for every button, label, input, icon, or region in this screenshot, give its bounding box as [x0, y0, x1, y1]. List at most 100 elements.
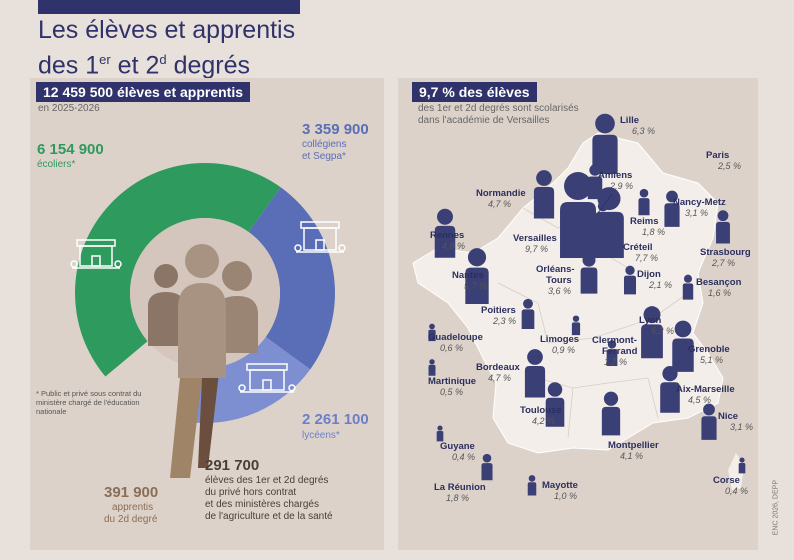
person-icon — [701, 403, 717, 440]
label-apprentis-1: apprentis — [112, 502, 154, 513]
academy-name: Reims — [630, 216, 659, 227]
academy-pct: 3,1 % — [685, 208, 708, 218]
footnote: * Public et privé sous contrat du minist… — [36, 389, 142, 416]
academy-name: Limoges — [540, 334, 579, 345]
top-accent-bar — [38, 0, 300, 14]
academy-pct: 2,1 % — [648, 280, 672, 290]
academy-name: Guadeloupe — [428, 332, 483, 343]
academy-name: Orléans- — [536, 264, 575, 275]
academy-pct: 2,3 % — [492, 316, 516, 326]
academy-pct: 0,5 % — [440, 387, 463, 397]
academy-name: Lille — [620, 115, 639, 126]
label-college-value: 3 359 900 — [302, 121, 369, 138]
person-icon — [664, 190, 680, 227]
title-line-2c: degrés — [166, 51, 251, 80]
academy-pct: 4,5 % — [688, 395, 711, 405]
academy-name: Amiens — [598, 170, 632, 181]
title-line-2b: et 2 — [110, 51, 160, 80]
person-icon — [660, 365, 680, 413]
donut-slice-colleges — [248, 187, 335, 370]
person-icon — [672, 320, 694, 372]
academy-name: Grenoble — [688, 344, 730, 355]
credit: ENC 2026, DEPP — [772, 480, 779, 536]
corsica-outline — [728, 453, 744, 490]
person-icon — [623, 265, 637, 295]
person-icon — [560, 172, 596, 258]
label-college-1: collégiens — [302, 139, 347, 150]
academy-name: Clermont- — [592, 335, 637, 346]
title-sup-2: d — [159, 52, 167, 67]
academy-name-2: Ferrand — [602, 346, 638, 357]
academy-pct: 0,4 % — [452, 452, 475, 462]
person-icon — [527, 475, 537, 496]
academy-name: Strasbourg — [700, 247, 751, 258]
academy-name: Créteil — [623, 242, 653, 253]
academy-name: Martinique — [428, 376, 476, 387]
left-header: 12 459 500 élèves et apprentis — [36, 82, 251, 102]
academy-name: Bordeaux — [476, 362, 521, 373]
label-horscontrat-2: du privé hors contrat — [205, 487, 297, 498]
academy-pct: 4,8 % — [442, 241, 465, 251]
academy-pct: 5,7 % — [464, 281, 487, 291]
academy-name: La Réunion — [434, 482, 486, 493]
label-apprentis-value: 391 900 — [104, 484, 159, 501]
academy-pct: 3,1 % — [730, 422, 753, 432]
school-icon-lycee — [238, 363, 296, 393]
person-icon — [580, 253, 598, 294]
academy-pct: 0,9 % — [552, 345, 575, 355]
right-sub-2: dans l'académie de Versailles — [418, 115, 550, 126]
donut-chart — [70, 163, 346, 478]
person-icon — [545, 382, 565, 427]
person-icon — [606, 340, 618, 366]
person-icon — [682, 274, 694, 300]
school-icon-primary — [70, 239, 122, 269]
person-icon — [592, 113, 618, 175]
people-icon — [148, 244, 258, 378]
academy-pct: 5,2 % — [651, 326, 674, 336]
academy-name: Toulouse — [520, 405, 562, 416]
academy-name: Nantes — [452, 270, 484, 281]
academy-pct: 4,2 % — [532, 416, 555, 426]
person-icon — [434, 208, 456, 258]
title-sup-1: er — [99, 52, 111, 67]
label-lycee-value: 2 261 100 — [302, 411, 369, 428]
academy-pct: 4,7 % — [488, 373, 511, 383]
person-icon — [428, 323, 436, 342]
person-icon — [571, 315, 581, 336]
academy-pct: 1,8 % — [446, 493, 469, 503]
academy-name: Aix-Marseille — [676, 384, 735, 395]
academy-pct: 1,7 % — [604, 357, 627, 367]
label-horscontrat-3: et des ministères chargés — [205, 499, 319, 510]
title-line-2a: des 1 — [38, 51, 100, 80]
academy-name: Corse — [713, 475, 740, 486]
academy-pct: 2,5 % — [717, 161, 741, 171]
person-icon — [481, 453, 493, 481]
right-sub-1: des 1er et 2d degrés sont scolarisés — [418, 103, 579, 114]
page-title: Les élèves et apprentis des 1er et 2d de… — [38, 16, 295, 80]
person-icon — [533, 170, 555, 219]
person-icon — [521, 298, 535, 330]
label-horscontrat-1: élèves des 1er et 2d degrés — [205, 475, 329, 486]
person-icon — [428, 359, 436, 376]
academy-pct: 2,9 % — [609, 181, 633, 191]
person-icon — [738, 457, 746, 474]
left-subheader: en 2025-2026 — [38, 103, 100, 114]
academy-name: Nice — [718, 411, 738, 422]
academy-name: Rennes — [430, 230, 464, 241]
academy-name: Normandie — [476, 188, 526, 199]
donut-slices — [75, 163, 335, 478]
